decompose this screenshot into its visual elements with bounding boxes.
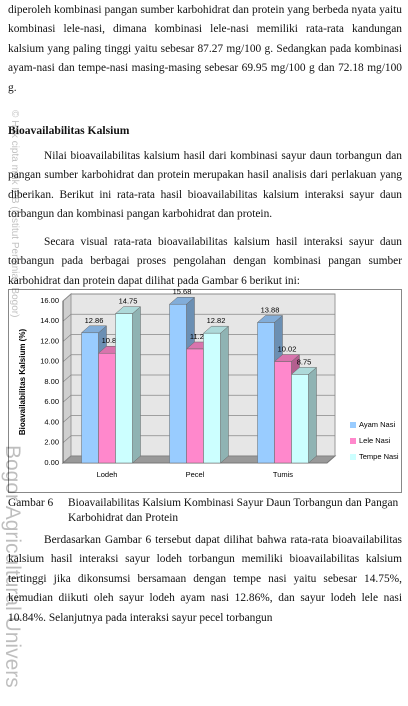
- grid-line: [62, 394, 335, 403]
- bar-side: [220, 325, 229, 464]
- grid-line: [62, 293, 335, 302]
- y-tick-label: 6.00: [44, 397, 59, 406]
- paragraph: Nilai bioavailabilitas kalsium hasil dar…: [8, 150, 402, 221]
- grid-line: [62, 354, 335, 363]
- grid-line: [62, 334, 335, 342]
- y-axis-title: Bioavailabilitas Kalsium (%): [18, 329, 27, 436]
- value-label: 10.84: [102, 336, 121, 345]
- caption-text: Bioavailabilitas Kalsium Kombinasi Sayur…: [68, 497, 399, 524]
- grid-line: [62, 415, 335, 423]
- bar: [114, 306, 142, 464]
- y-tick-label: 12.00: [40, 336, 59, 345]
- x-tick-label: Pecel: [186, 470, 205, 479]
- y-tick-label: 4.00: [44, 417, 59, 426]
- grid-line: [62, 435, 335, 444]
- bar-front: [98, 352, 116, 464]
- bar: [202, 325, 230, 464]
- watermark: Bogor Agricultural Univers: [1, 445, 24, 688]
- paragraph: diperoleh kombinasi pangan sumber karboh…: [8, 4, 402, 94]
- legend-label: Lele Nasi: [359, 436, 391, 445]
- legend-label: Ayam Nasi: [359, 420, 395, 429]
- bar-side: [132, 306, 141, 464]
- bar-front: [291, 374, 309, 464]
- section-heading: Bioavailabilitas Kalsium: [8, 124, 130, 137]
- y-tick-label: 2.00: [44, 438, 59, 447]
- x-tick-label: Lodeh: [97, 470, 118, 479]
- bar-front: [186, 348, 204, 464]
- grid-line: [62, 455, 335, 464]
- bar: [290, 366, 318, 464]
- value-label: 13.88: [261, 305, 280, 314]
- grid-line: [62, 313, 335, 322]
- bar-front: [115, 313, 133, 464]
- value-label: 12.82: [207, 316, 226, 325]
- chart: 0.00 2.00 4.00 6.00 8.00 10.00 12.00 14.00 16.00…: [8, 289, 402, 493]
- legend-swatch: [350, 438, 356, 444]
- value-label: 8.75: [297, 357, 312, 366]
- bar-front: [203, 332, 221, 464]
- grid-line: [62, 374, 335, 383]
- figure-caption: Gambar 6 Bioavailabilitas Kalsium Kombina…: [8, 496, 402, 526]
- paragraph: Berdasarkan Gambar 6 tersebut dapat dili…: [8, 534, 402, 624]
- y-tick-label: 10.00: [40, 357, 59, 366]
- y-tick-label: 14.00: [40, 316, 59, 325]
- paragraph: Secara visual rata-rata bioavailabilitas…: [8, 236, 402, 287]
- legend-label: Tempe Nasi: [359, 452, 399, 461]
- value-label: 11.26: [190, 332, 208, 341]
- caption-label: Gambar 6: [8, 497, 54, 509]
- watermark: © Hak cipta milik IPB (Institut Pertania…: [9, 110, 20, 318]
- bar-front: [257, 322, 275, 464]
- legend-swatch: [350, 454, 356, 460]
- value-label: 10.02: [278, 345, 297, 354]
- value-label: 14.75: [119, 297, 138, 306]
- bar-front: [81, 332, 99, 464]
- bar-side: [308, 366, 317, 464]
- bar-front: [274, 361, 292, 464]
- value-label: 15.68: [173, 289, 192, 296]
- y-tick-label: 8.00: [44, 377, 59, 386]
- y-tick-label: 0.00: [44, 458, 59, 467]
- bar-front: [169, 303, 187, 464]
- y-tick-label: 16.00: [40, 296, 59, 305]
- value-label: 12.86: [85, 316, 104, 325]
- legend-swatch: [350, 422, 356, 428]
- x-tick-label: Tumis: [273, 470, 293, 479]
